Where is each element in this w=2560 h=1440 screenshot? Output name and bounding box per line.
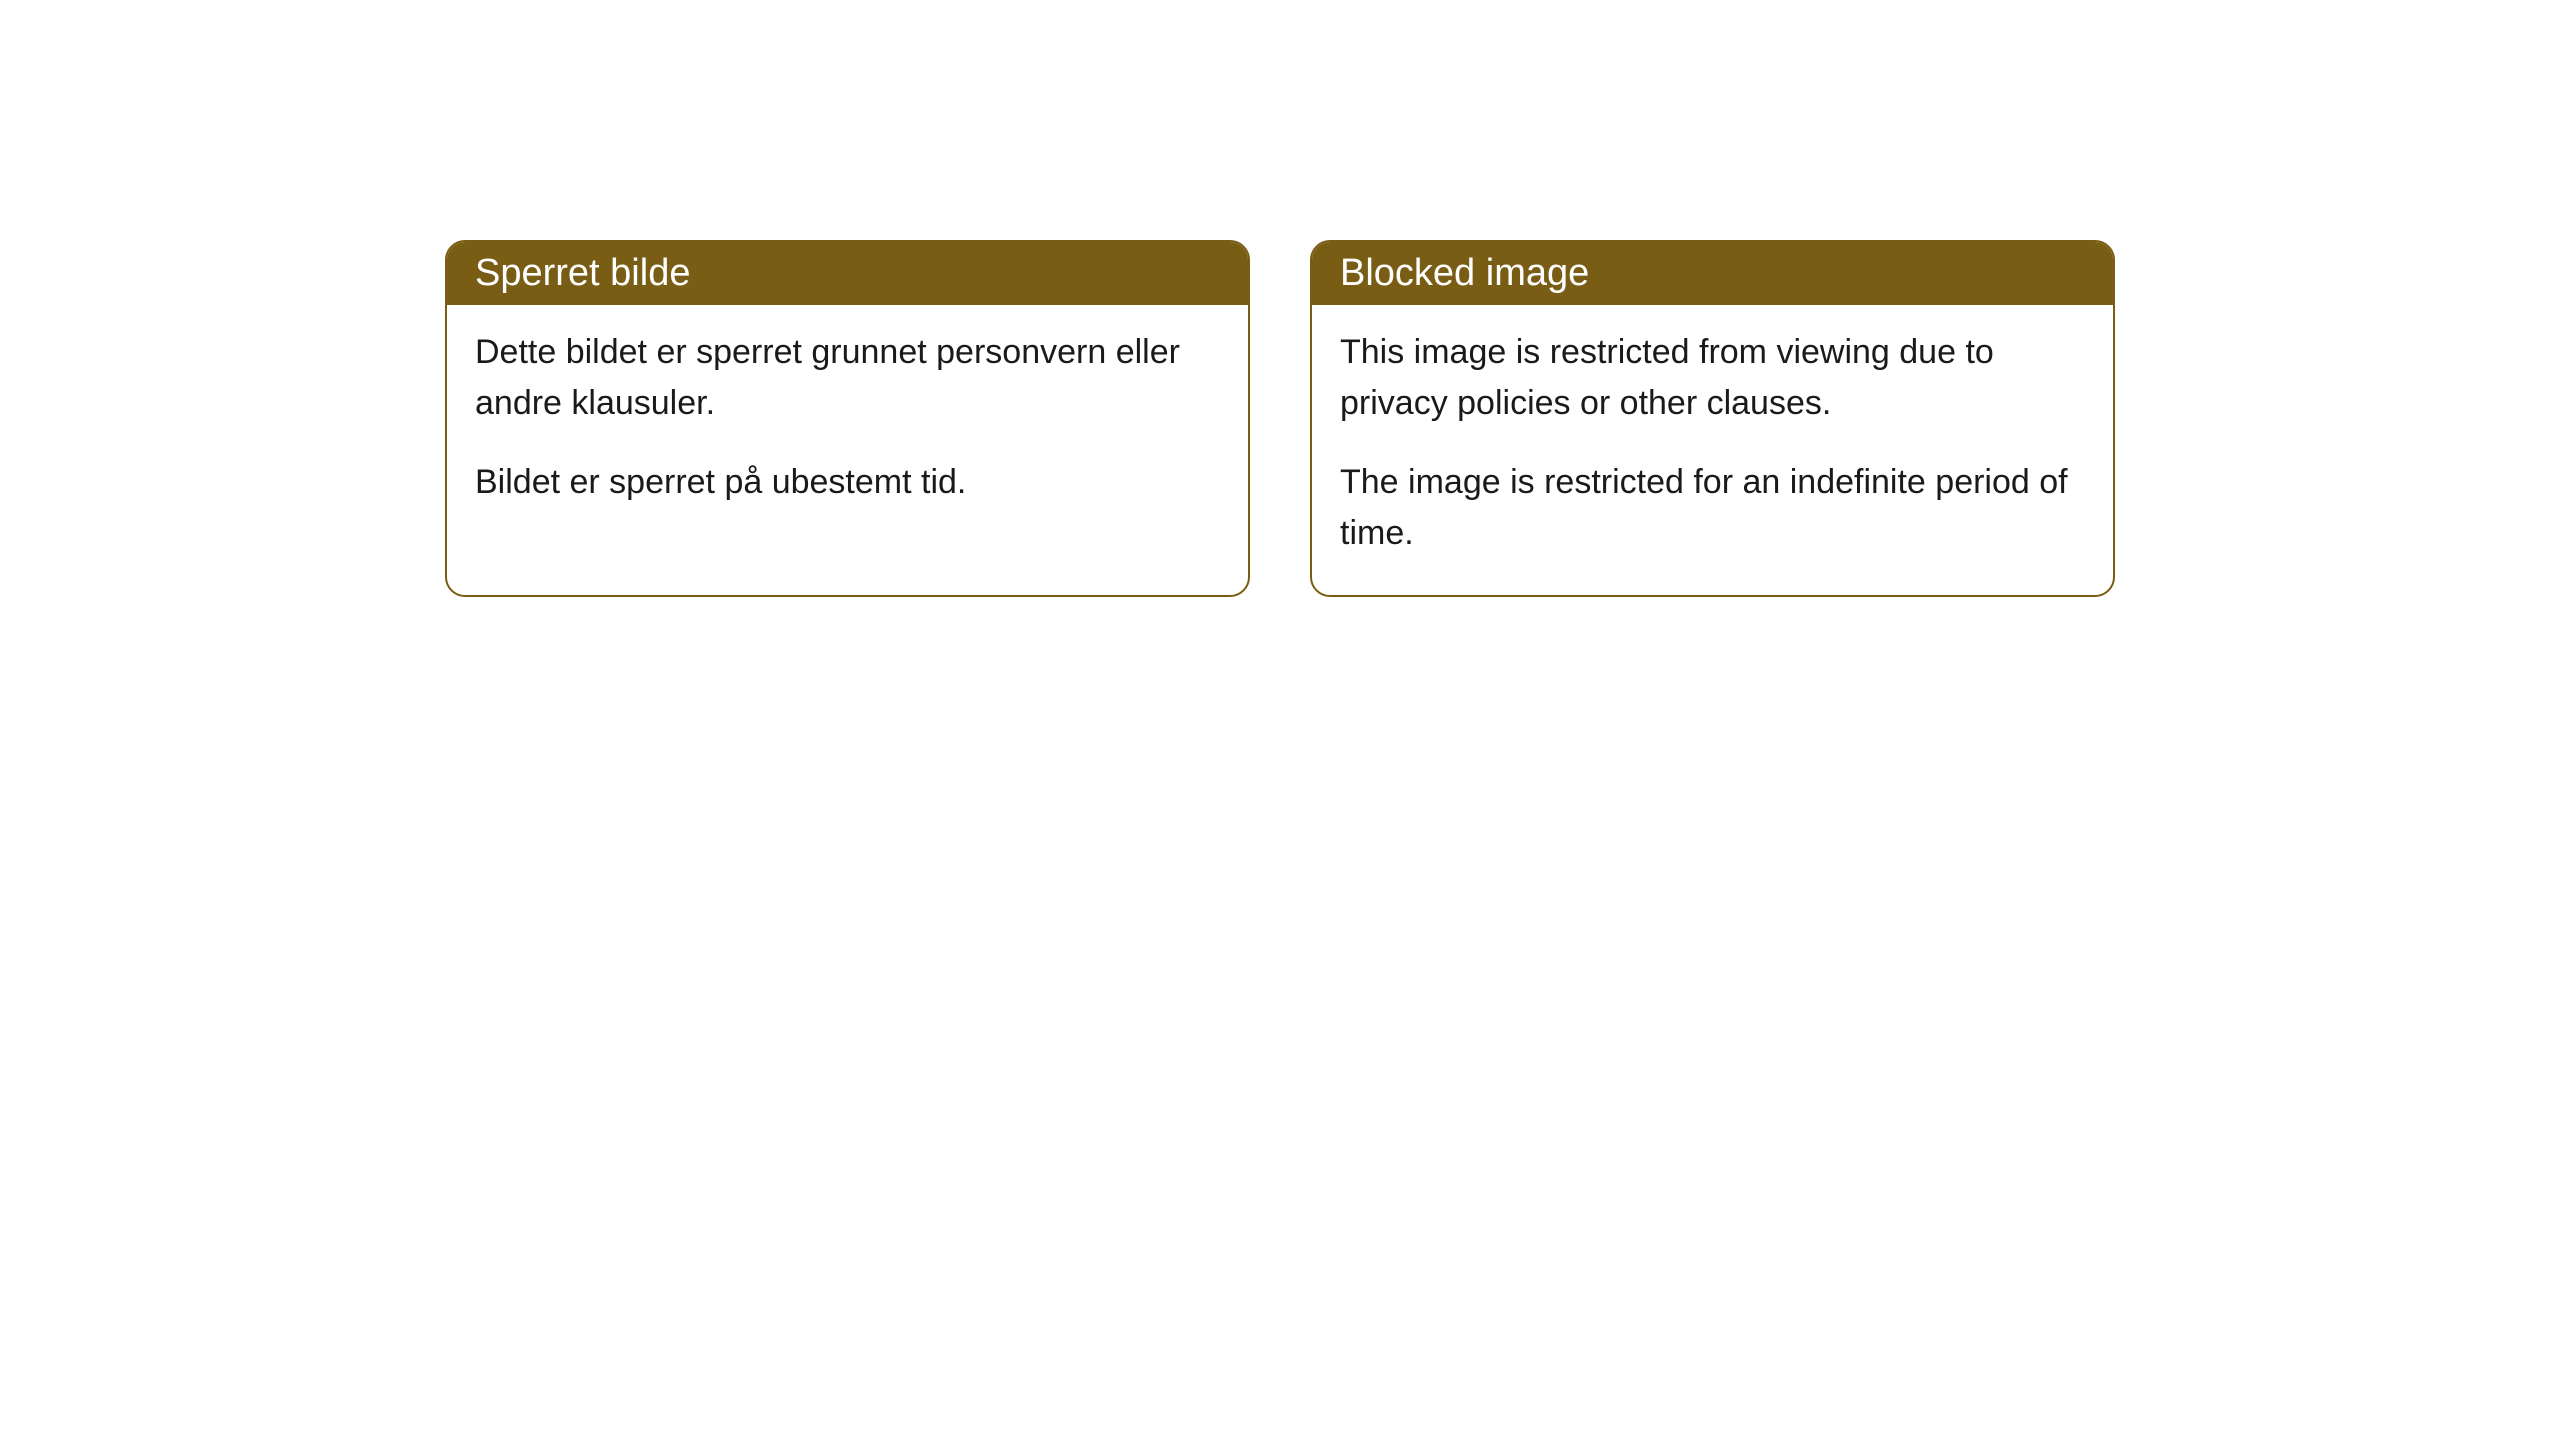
notice-header-norwegian: Sperret bilde (447, 242, 1248, 305)
notice-body-english: This image is restricted from viewing du… (1312, 305, 2113, 595)
notice-paragraph-1-norwegian: Dette bildet er sperret grunnet personve… (475, 327, 1220, 429)
notice-paragraph-1-english: This image is restricted from viewing du… (1340, 327, 2085, 429)
notice-card-norwegian: Sperret bilde Dette bildet er sperret gr… (445, 240, 1250, 597)
notice-paragraph-2-norwegian: Bildet er sperret på ubestemt tid. (475, 457, 1220, 508)
notice-header-english: Blocked image (1312, 242, 2113, 305)
notice-title-english: Blocked image (1340, 252, 1589, 294)
notice-container: Sperret bilde Dette bildet er sperret gr… (0, 0, 2560, 597)
notice-paragraph-2-english: The image is restricted for an indefinit… (1340, 457, 2085, 559)
notice-body-norwegian: Dette bildet er sperret grunnet personve… (447, 305, 1248, 544)
notice-card-english: Blocked image This image is restricted f… (1310, 240, 2115, 597)
notice-title-norwegian: Sperret bilde (475, 252, 690, 294)
